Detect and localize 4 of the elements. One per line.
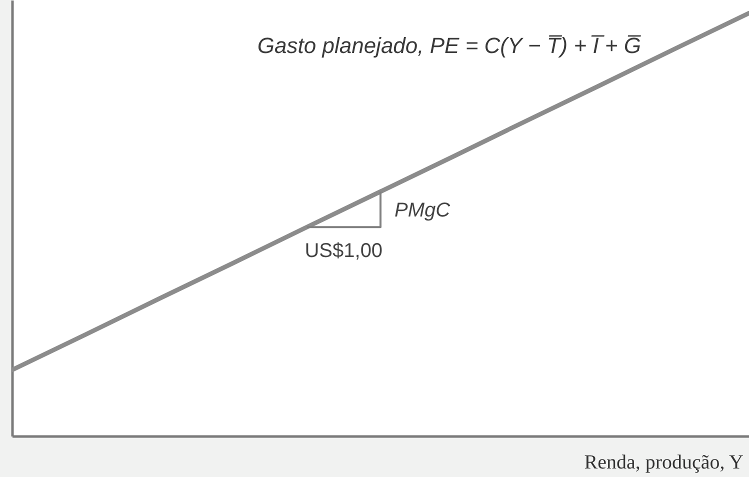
x-axis-title: Renda, produção, Y [584,452,744,474]
annotation: US$1,00 [304,240,383,262]
series-label: Gasto planejado, PE = C(Y − T̅) + I̅ + G̅ [257,33,642,58]
annotation: PMgC [394,199,451,222]
